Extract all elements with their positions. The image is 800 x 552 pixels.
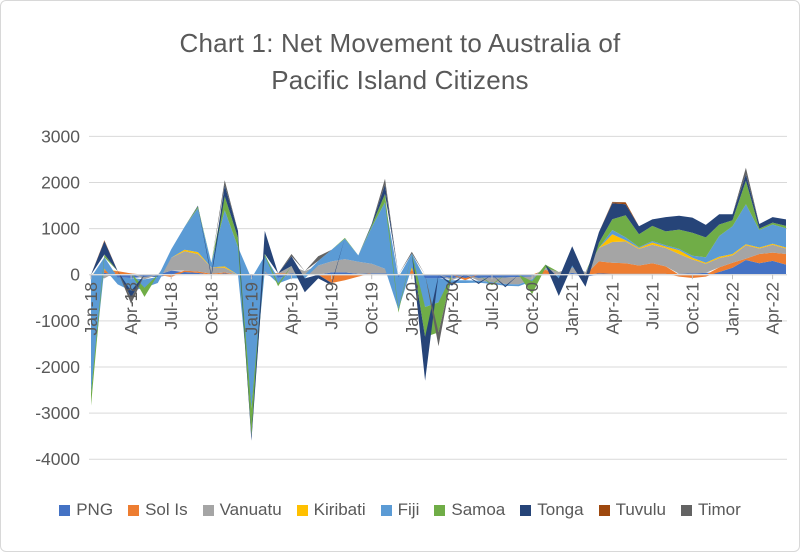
legend-label: Sol Is [145, 500, 188, 519]
area-series-tonga [91, 174, 786, 441]
legend-label: Tonga [537, 500, 584, 519]
x-axis-label: Jan-19 [241, 282, 261, 336]
x-axis-label: Apr-19 [282, 282, 302, 335]
legend-item-kiribati: Kiribati [296, 500, 366, 520]
legend-swatch [128, 504, 140, 516]
x-axis-labels: Jan-18 Apr-18 Jul-18 Oct-18 Jan-19 Apr-19 Jul-… [81, 282, 783, 336]
x-axis-label: Jan-20 [402, 282, 422, 336]
legend-label: Samoa [451, 500, 506, 519]
y-axis-label: -1000 [35, 311, 80, 331]
legend-item-png: PNG [59, 500, 113, 520]
chart-title-line2: Pacific Island Citizens [271, 65, 529, 95]
legend-item-timor: Timor [680, 500, 741, 520]
x-axis-label: Apr-21 [602, 282, 622, 335]
x-axis-label: Oct-21 [682, 282, 702, 335]
x-axis-label: Apr-18 [121, 282, 141, 335]
chart-title-line1: Chart 1: Net Movement to Australia of [179, 28, 621, 58]
x-axis-label: Jul-19 [322, 282, 342, 330]
legend-swatch [59, 504, 71, 516]
area-series-sol-is [91, 252, 786, 283]
x-axis [89, 274, 787, 280]
legend-swatch [202, 504, 214, 516]
legend-label: Kiribati [313, 500, 366, 519]
legend-item-tuvulu: Tuvulu [598, 500, 666, 520]
x-axis-label: Jul-20 [482, 282, 502, 330]
x-axis-label: Jul-18 [161, 282, 181, 330]
legend-swatch [680, 504, 692, 516]
legend-swatch [434, 504, 446, 516]
y-axis-label: 1000 [41, 219, 80, 239]
legend-label: Fiji [397, 500, 420, 519]
y-axis-label: 2000 [41, 173, 80, 193]
legend-item-samoa: Samoa [434, 500, 505, 520]
legend-label: Timor [697, 500, 741, 519]
y-axis-label: -4000 [35, 449, 80, 469]
legend-item-vanuatu: Vanuatu [202, 500, 282, 520]
area-series-png [91, 260, 786, 279]
x-axis-label: Jul-21 [642, 282, 662, 330]
x-axis-label: Apr-22 [763, 282, 783, 335]
legend-item-fiji: Fiji [380, 500, 420, 520]
legend-label: PNG [76, 500, 114, 519]
legend-label: Vanuatu [219, 500, 282, 519]
y-axis-labels: 3000 2000 1000 0 -1000 -2000 -3000 -4000 [35, 126, 80, 469]
legend-item-sol-is: Sol Is [128, 500, 188, 520]
y-axis-label: -2000 [35, 357, 80, 377]
area-series [91, 167, 786, 441]
legend-swatch [598, 504, 610, 516]
x-axis-label: Oct-18 [201, 282, 221, 335]
x-axis-label: Jan-18 [81, 282, 101, 336]
legend-label: Tuvulu [615, 500, 666, 519]
x-axis-label: Oct-20 [522, 282, 542, 335]
x-axis-label: Jan-21 [562, 282, 582, 336]
y-axis-label: 0 [70, 265, 80, 285]
legend-swatch [296, 504, 308, 516]
area-series-vanuatu [91, 241, 786, 285]
x-axis-label: Jan-22 [723, 282, 743, 336]
y-axis-label: -3000 [35, 403, 80, 423]
legend-item-tonga: Tonga [520, 500, 584, 520]
legend-swatch [380, 504, 392, 516]
x-axis-label: Apr-20 [442, 282, 462, 335]
chart-title: Chart 1: Net Movement to Australia of Pa… [1, 25, 799, 99]
legend: PNG Sol Is Vanuatu Kiribati Fiji Samoa Tonga Tu… [1, 500, 799, 520]
x-axis-label: Oct-19 [362, 282, 382, 335]
y-axis-label: 3000 [41, 126, 80, 146]
area-series-samoa [91, 180, 786, 437]
legend-swatch [520, 504, 532, 516]
